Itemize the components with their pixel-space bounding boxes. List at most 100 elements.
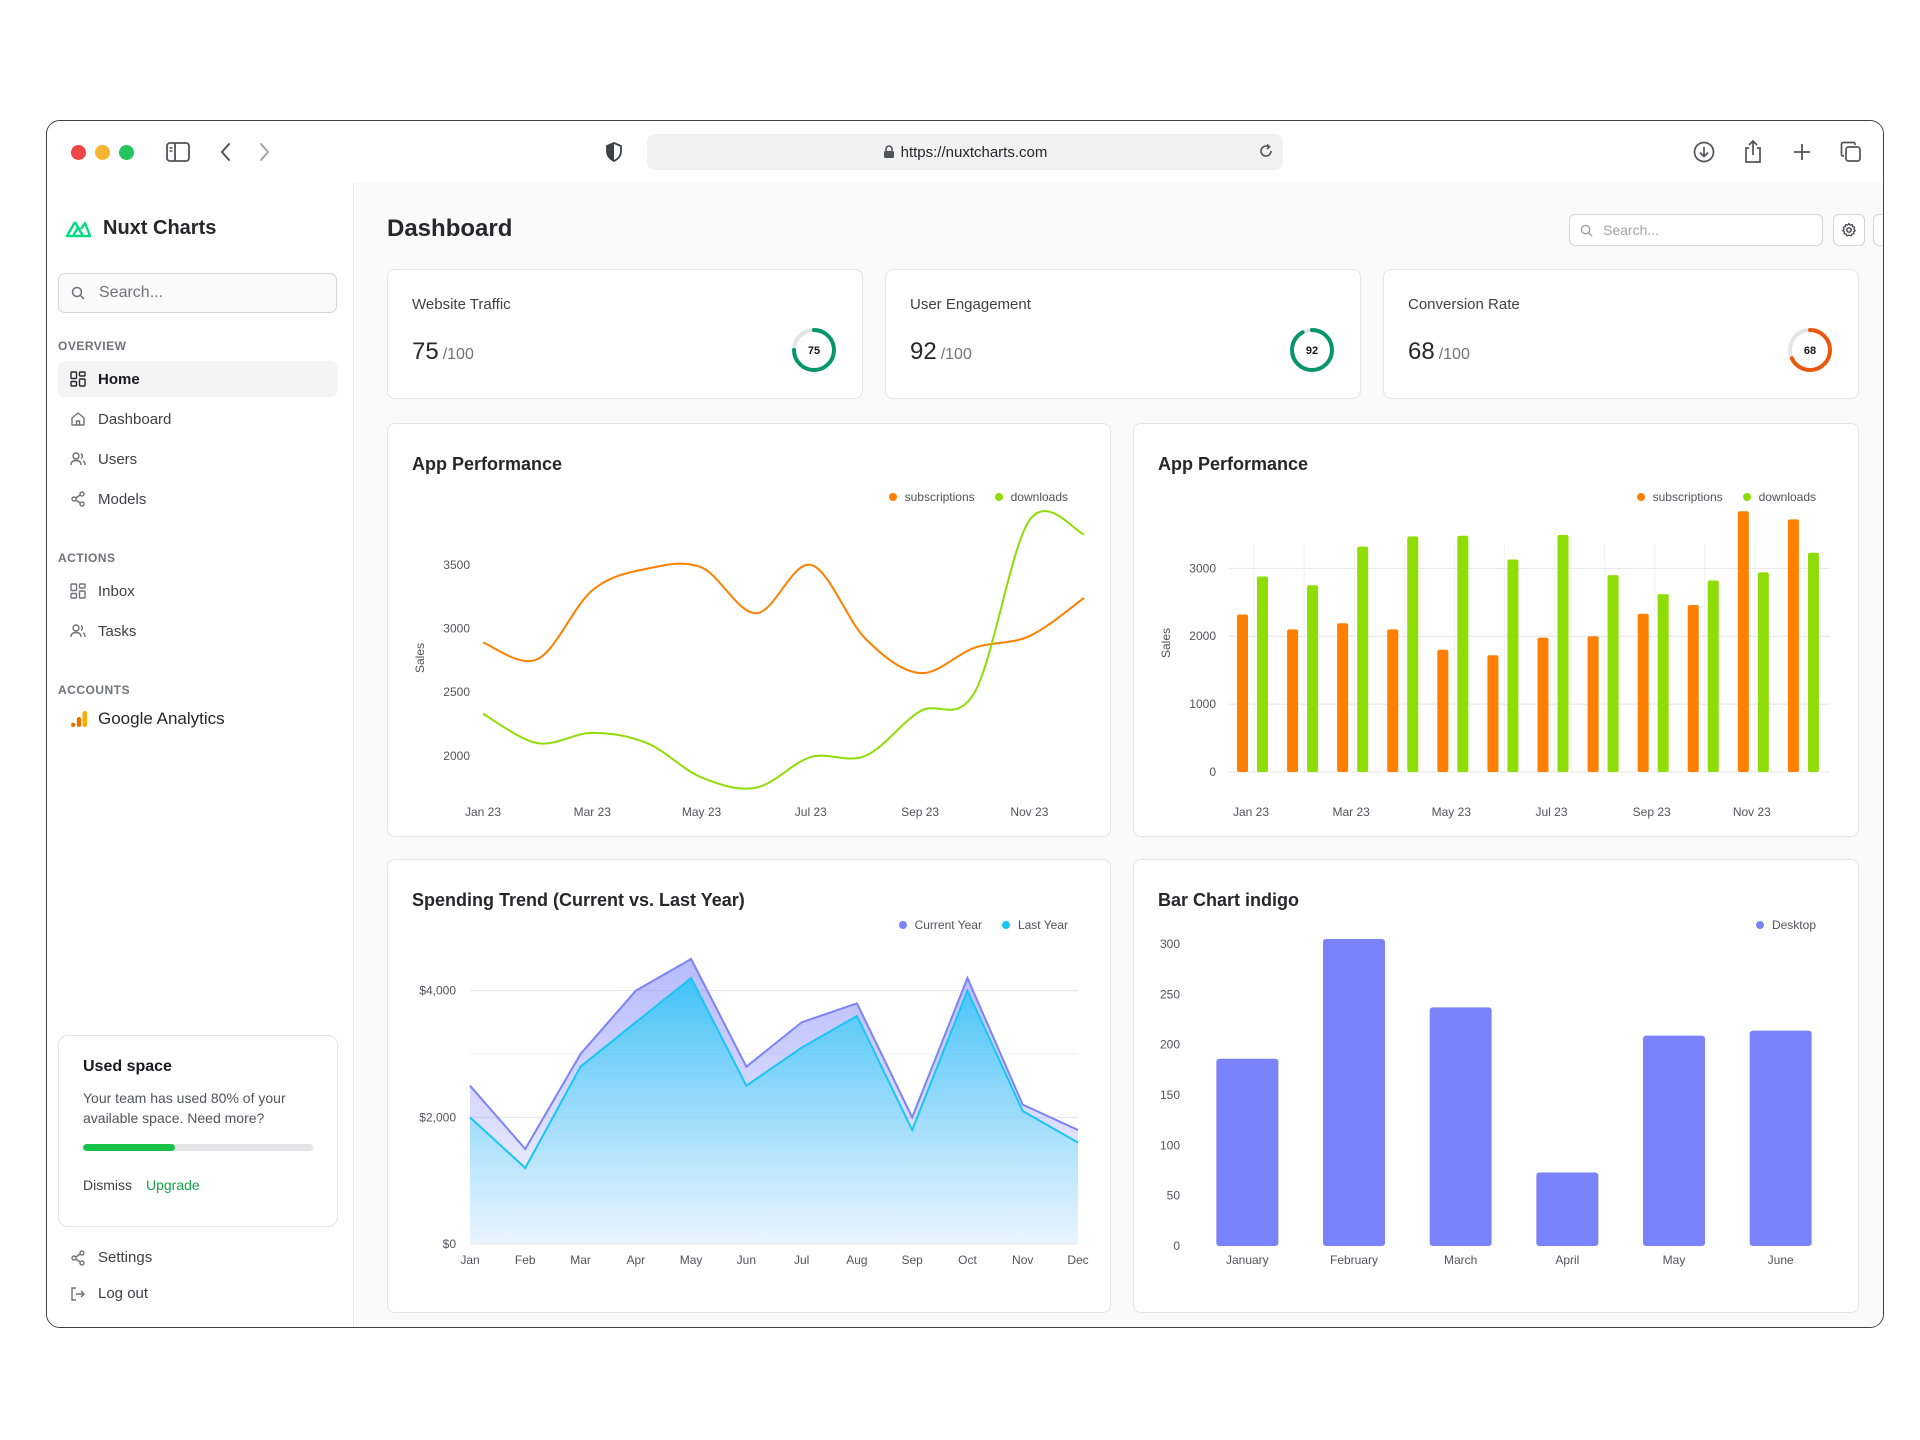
main-content: Dashboard Search... Website Traffic 75/1… [355, 183, 1883, 1327]
dismiss-button[interactable]: Dismiss [83, 1177, 132, 1193]
y-tick-label: 3500 [443, 558, 470, 572]
sidebar-item-label: Users [98, 450, 138, 468]
lock-icon [883, 145, 894, 158]
reload-icon[interactable] [1257, 142, 1275, 160]
chart-card-bar-grouped: App Performance 0 1000 2000 3000 Sales Jan 23… [1133, 423, 1859, 837]
gauge-label: 92 [1306, 345, 1318, 357]
sidebar-item-settings[interactable]: Settings [58, 1249, 152, 1266]
legend-item[interactable]: downloads [1742, 490, 1816, 504]
home-icon [71, 412, 85, 426]
new-tab-icon[interactable] [1787, 137, 1817, 167]
y-tick-label: 2000 [1189, 629, 1216, 643]
users-icon [70, 452, 86, 466]
stat-title: Website Traffic [412, 296, 511, 313]
bar-chart: 0 50 100 150 200 250 300 January February March Ap… [1160, 937, 1812, 1267]
forward-icon[interactable] [249, 137, 279, 167]
stat-value-wrap: 92/100 [910, 338, 972, 366]
browser-window: https://nuxtcharts.com Nuxt Charts Searc… [46, 120, 1884, 1328]
line-chart: 2000 2500 3000 3500 Jan 23 Mar 23 May 23 Jul 23… [413, 510, 1085, 819]
url-text: https://nuxtcharts.com [900, 143, 1048, 161]
score-gauge: 75 [792, 328, 836, 372]
chart-title: App Performance [1158, 454, 1309, 474]
page-title: Dashboard [387, 215, 513, 242]
legend-item[interactable]: Last Year [1001, 918, 1068, 932]
sidebar-item-inbox[interactable]: Inbox [58, 573, 337, 609]
x-tick-label: May [680, 1253, 703, 1267]
sidebar-search-input[interactable]: Search... [58, 273, 337, 313]
tabs-overview-icon[interactable] [1836, 137, 1866, 167]
settings-button[interactable] [1833, 214, 1865, 246]
x-tick-label: April [1555, 1253, 1579, 1267]
chart-legend: subscriptions downloads [888, 490, 1068, 504]
sidebar-item-dashboard[interactable]: Dashboard [58, 401, 337, 437]
shield-icon[interactable] [599, 137, 629, 167]
x-tick-label: Jun [737, 1253, 756, 1267]
series-line-downloads [482, 510, 1085, 790]
stat-value: 92 [910, 338, 937, 365]
grouped-bar-chart: 0 1000 2000 3000 Sales Jan 23 Mar 23 May 23 Jul … [1159, 511, 1830, 819]
chart-card-bar-indigo: Bar Chart indigo 0 50 100 150 200 250 300 Janua… [1133, 859, 1859, 1313]
sidebar-item-models[interactable]: Models [58, 481, 337, 517]
sidebar-item-tasks[interactable]: Tasks [58, 613, 337, 649]
brand[interactable]: Nuxt Charts [65, 217, 216, 240]
notifications-button[interactable] [1873, 214, 1883, 246]
legend-item[interactable]: Desktop [1755, 918, 1816, 932]
x-tick-label: Sep 23 [1633, 805, 1671, 819]
bar-downloads [1557, 535, 1569, 772]
stat-card-user-engagement: User Engagement 92/100 92 [885, 269, 1361, 399]
chart-title: Bar Chart indigo [1158, 890, 1300, 910]
y-tick-label: 0 [1209, 765, 1216, 779]
legend-label: Last Year [1017, 918, 1068, 932]
back-icon[interactable] [211, 137, 241, 167]
x-tick-label: Nov 23 [1733, 805, 1771, 819]
header-search-input[interactable]: Search... [1569, 214, 1823, 246]
y-tick-label: 3000 [443, 622, 470, 636]
bar-downloads [1757, 572, 1769, 772]
x-tick-label: February [1330, 1253, 1378, 1267]
sidebar-item-users[interactable]: Users [58, 441, 337, 477]
close-window-button[interactable] [71, 145, 86, 160]
bar-desktop [1429, 1007, 1492, 1246]
stat-value-wrap: 75/100 [412, 338, 474, 366]
score-gauge: 92 [1290, 328, 1334, 372]
legend-label: subscriptions [1652, 490, 1723, 504]
stat-card-website-traffic: Website Traffic 75/100 75 [387, 269, 863, 399]
x-tick-label: May [1663, 1253, 1686, 1267]
chart-card-line: App Performance 2000 2500 3000 3500 Jan 23 Ma… [387, 423, 1111, 837]
upgrade-button[interactable]: Upgrade [146, 1177, 200, 1193]
sidebar: Nuxt Charts Search... OVERVIEW Home Dash… [47, 183, 354, 1327]
minimize-window-button[interactable] [95, 145, 110, 160]
stat-value: 68 [1408, 338, 1435, 365]
x-tick-label: Nov [1012, 1253, 1033, 1267]
gauge-label: 68 [1804, 345, 1816, 357]
stat-value-wrap: 68/100 [1408, 338, 1470, 366]
legend-item[interactable]: Current Year [898, 918, 982, 932]
legend-item[interactable]: subscriptions [888, 490, 975, 504]
bar-desktop [1216, 1058, 1279, 1246]
bar-desktop [1749, 1030, 1812, 1246]
x-tick-label: Jul 23 [795, 805, 827, 819]
search-icon [1580, 224, 1593, 237]
download-icon[interactable] [1689, 137, 1719, 167]
sidebar-item-home[interactable]: Home [58, 361, 337, 397]
y-tick-label: 50 [1167, 1189, 1181, 1203]
legend-item[interactable]: subscriptions [1636, 490, 1723, 504]
x-tick-label: March [1444, 1253, 1477, 1267]
legend-label: subscriptions [904, 490, 975, 504]
sidebar-item-logout[interactable]: Log out [58, 1285, 148, 1302]
header-search-placeholder: Search... [1603, 222, 1660, 238]
url-bar[interactable]: https://nuxtcharts.com [647, 134, 1283, 170]
bar-downloads [1607, 575, 1619, 772]
x-tick-label: Jan 23 [465, 805, 501, 819]
maximize-window-button[interactable] [119, 145, 134, 160]
bar-subscriptions [1687, 604, 1699, 772]
share-icon[interactable] [1738, 137, 1768, 167]
sidebar-toggle-icon[interactable] [163, 137, 193, 167]
chart-legend: subscriptions downloads [1636, 490, 1816, 504]
x-tick-label: May 23 [682, 805, 722, 819]
legend-label: downloads [1758, 490, 1816, 504]
account-google-analytics[interactable]: Google Analytics [58, 709, 225, 729]
google-analytics-icon [71, 711, 87, 727]
bell-icon [1882, 234, 1883, 235]
legend-item[interactable]: downloads [994, 490, 1068, 504]
